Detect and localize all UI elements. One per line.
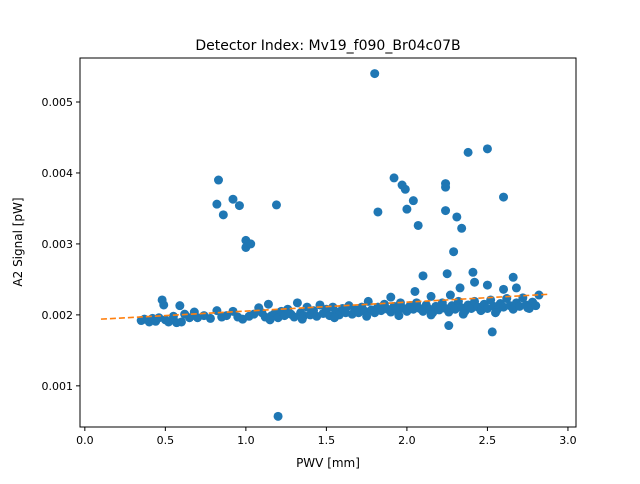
data-point	[482, 144, 492, 154]
data-point	[445, 290, 455, 300]
x-tick-label: 0.0	[76, 434, 94, 447]
data-point	[534, 290, 544, 300]
data-point	[458, 309, 468, 319]
y-tick-label: 0.003	[42, 238, 74, 251]
plot-frame	[79, 57, 577, 428]
data-point	[234, 201, 244, 211]
data-point	[468, 267, 478, 277]
data-point	[487, 327, 497, 337]
data-point	[263, 299, 273, 309]
data-point	[463, 147, 473, 157]
data-point	[482, 280, 492, 290]
data-point	[373, 207, 383, 217]
data-point	[273, 411, 283, 421]
data-point	[370, 69, 380, 79]
x-tick-label: 1.0	[237, 434, 255, 447]
data-point	[389, 173, 399, 183]
data-point	[218, 210, 228, 220]
chart-title: Detector Index: Mv19_f090_Br04c07B	[195, 38, 460, 54]
data-point	[418, 271, 428, 281]
x-tick-label: 2.5	[479, 434, 497, 447]
data-point	[386, 292, 396, 302]
data-point	[531, 301, 541, 311]
data-point	[271, 200, 281, 210]
x-axis-label: PWV [mm]	[296, 456, 360, 470]
data-point	[408, 196, 418, 206]
data-point	[212, 199, 222, 209]
data-point	[455, 283, 465, 293]
y-tick-label: 0.005	[42, 96, 74, 109]
data-point	[511, 283, 521, 293]
data-point	[444, 321, 454, 331]
data-point	[329, 313, 339, 323]
data-point	[426, 291, 436, 301]
data-point	[246, 239, 256, 249]
data-point	[228, 194, 238, 204]
data-point	[394, 311, 404, 321]
y-tick-label: 0.001	[42, 380, 74, 393]
data-point	[222, 311, 232, 321]
data-point	[289, 312, 299, 322]
data-point	[249, 309, 259, 319]
data-point	[470, 277, 480, 287]
x-tick-label: 2.0	[398, 434, 416, 447]
data-point	[441, 182, 451, 192]
data-point	[175, 301, 185, 311]
y-axis-label: A2 Signal [pW]	[11, 197, 25, 286]
data-point	[523, 303, 533, 313]
data-point	[490, 308, 500, 318]
data-point	[159, 300, 169, 310]
data-point	[400, 184, 410, 194]
data-point	[457, 223, 467, 233]
fit-line	[100, 293, 549, 320]
y-axis-ticks: 0.001 0.002 0.003 0.004 0.005	[42, 96, 80, 393]
data-point	[292, 298, 302, 308]
data-point	[441, 206, 451, 216]
x-axis-ticks: 0.0 0.5 1.0 1.5 2.0 2.5 3.0	[76, 427, 577, 447]
data-point	[205, 313, 215, 323]
data-point	[426, 310, 436, 320]
scatter-points	[136, 69, 544, 421]
y-tick-label: 0.004	[42, 167, 74, 180]
data-point	[442, 269, 452, 279]
x-tick-label: 0.5	[157, 434, 175, 447]
data-point	[452, 212, 462, 222]
fit-line-layer	[100, 293, 549, 320]
data-point	[362, 311, 372, 321]
data-point	[213, 175, 223, 185]
data-point	[402, 204, 412, 214]
data-point	[410, 286, 420, 296]
data-point	[449, 247, 459, 257]
x-tick-label: 3.0	[559, 434, 577, 447]
data-point	[413, 220, 423, 230]
x-tick-label: 1.5	[318, 434, 336, 447]
data-point	[499, 192, 509, 202]
data-point	[508, 272, 518, 282]
data-point	[499, 284, 509, 294]
data-point	[265, 315, 275, 325]
data-point	[176, 317, 186, 327]
y-tick-label: 0.002	[42, 309, 74, 322]
data-point	[297, 314, 307, 324]
